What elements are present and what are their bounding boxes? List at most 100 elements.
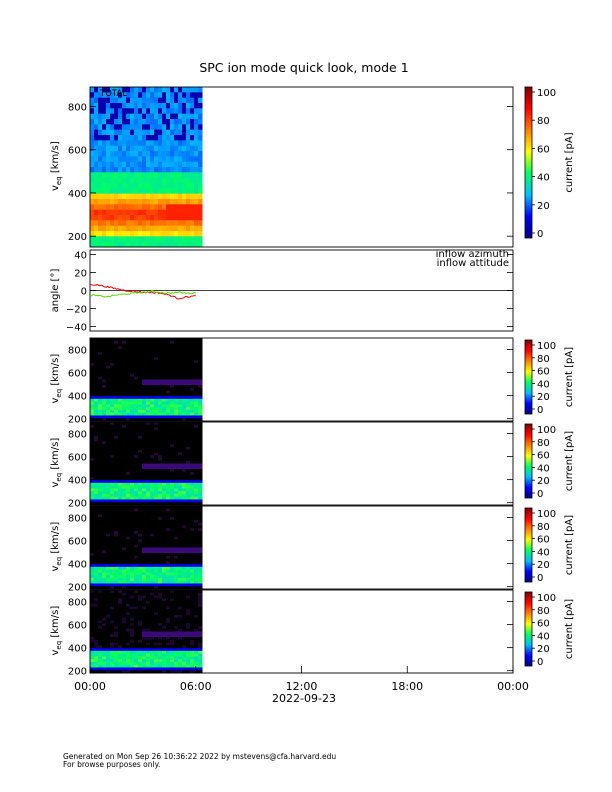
heatmap-cell	[106, 209, 111, 216]
heatmap-cell	[130, 412, 135, 416]
heatmap-cell	[158, 539, 163, 543]
heatmap-cell	[194, 656, 199, 660]
heatmap-cell	[106, 656, 111, 660]
heatmap-cell	[158, 525, 163, 529]
heatmap-cell	[158, 455, 163, 459]
heatmap-cell	[146, 124, 151, 131]
heatmap-cell	[178, 577, 183, 582]
heatmap-cell	[182, 564, 187, 568]
heatmap-cell	[166, 650, 171, 655]
heatmap-cell	[190, 480, 195, 484]
heatmap-cell	[194, 572, 199, 576]
heatmap-cell	[174, 373, 179, 378]
heatmap-cell	[198, 415, 203, 419]
heatmap-cell	[162, 430, 167, 434]
y-label-unit: [km/s]	[50, 354, 61, 389]
heatmap-cell	[106, 452, 111, 456]
heatmap-cell	[110, 517, 115, 521]
heatmap-cell	[118, 393, 123, 397]
heatmap-cell	[178, 140, 183, 147]
heatmap-cell	[194, 550, 199, 554]
heatmap-cell	[110, 555, 115, 560]
heatmap-cell	[90, 220, 95, 227]
heatmap-cell	[114, 530, 119, 535]
heatmap-cell	[158, 415, 163, 419]
heatmap-cell	[106, 379, 111, 383]
heatmap-cell	[170, 566, 175, 571]
heatmap-cell	[134, 424, 139, 429]
heatmap-cell	[170, 452, 175, 456]
heatmap-cell	[130, 441, 135, 445]
heatmap-cell	[158, 177, 163, 184]
heatmap-cell	[110, 471, 115, 476]
heatmap-cell	[126, 449, 131, 453]
heatmap-cell	[190, 612, 195, 616]
heatmap-cell	[182, 536, 187, 540]
heatmap-cell	[198, 161, 203, 168]
heatmap-cell	[186, 499, 191, 503]
heatmap-cell	[142, 351, 147, 356]
heatmap-cell	[178, 193, 183, 200]
heatmap-cell	[138, 231, 143, 237]
heatmap-cell	[102, 446, 107, 451]
heatmap-cell	[198, 351, 203, 356]
heatmap-cell	[110, 387, 115, 392]
heatmap-cell	[94, 661, 99, 666]
heatmap-cell	[94, 469, 99, 473]
heatmap-cell	[110, 398, 115, 403]
heatmap-cell	[158, 558, 163, 562]
heatmap-cell	[122, 580, 127, 584]
heatmap-cell	[182, 446, 187, 451]
heatmap-cell	[194, 583, 199, 587]
y-tick-label: 800	[68, 346, 87, 357]
heatmap-cell	[114, 357, 119, 361]
heatmap-cell	[106, 446, 111, 451]
heatmap-cell	[194, 346, 199, 350]
heatmap-cell	[174, 586, 179, 590]
heatmap-cell	[178, 365, 183, 369]
heatmap-cell	[142, 409, 147, 414]
colorbar-tick-label: 20	[537, 644, 550, 655]
heatmap-cell	[102, 508, 107, 513]
heatmap-cell	[102, 595, 107, 599]
heatmap-cell	[142, 119, 147, 125]
heatmap-cell	[98, 396, 103, 400]
heatmap-cell	[122, 519, 127, 524]
heatmap-cell	[106, 241, 111, 248]
heatmap-cell	[126, 441, 131, 445]
heatmap-cell	[94, 541, 99, 546]
heatmap-cell	[154, 572, 159, 576]
heatmap-cell	[198, 365, 203, 369]
heatmap-cell	[162, 338, 167, 342]
heatmap-cell	[142, 471, 147, 476]
heatmap-cell	[98, 343, 103, 347]
heatmap-cell	[174, 628, 179, 632]
heatmap-cell	[182, 603, 187, 608]
heatmap-cell	[138, 653, 143, 657]
heatmap-cell	[190, 444, 195, 448]
heatmap-cell	[142, 441, 147, 445]
heatmap-cell	[186, 488, 191, 492]
heatmap-cell	[130, 215, 135, 221]
heatmap-cell	[142, 528, 147, 532]
heatmap-cell	[142, 430, 147, 434]
heatmap-cell	[106, 667, 111, 671]
heatmap-cell	[186, 601, 191, 605]
heatmap-cell	[114, 422, 119, 426]
heatmap-cell	[150, 368, 155, 372]
heatmap-cell	[114, 650, 119, 655]
heatmap-cell	[122, 466, 127, 470]
heatmap-cell	[98, 569, 103, 573]
heatmap-cell	[138, 438, 143, 442]
heatmap-cell	[106, 87, 111, 93]
colorbar-tick-label: 0	[537, 229, 543, 240]
heatmap-cell	[174, 393, 179, 397]
heatmap-cell	[146, 340, 151, 345]
heatmap-cell	[198, 188, 203, 195]
heatmap-cell	[134, 648, 139, 652]
heatmap-cell	[150, 360, 155, 364]
heatmap-cell	[126, 628, 131, 632]
heatmap-cell	[90, 650, 95, 655]
